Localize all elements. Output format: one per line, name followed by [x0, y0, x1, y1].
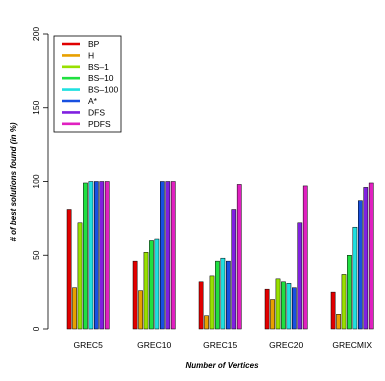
bar-grec20-bp [264, 288, 270, 330]
legend-label: BS–1 [88, 62, 109, 72]
legend-label: A* [88, 96, 98, 106]
bar-grec15-bp [198, 281, 204, 330]
bar-grec10-bs100 [154, 238, 160, 330]
x-tick-label: GREC15 [203, 340, 237, 350]
legend-box [53, 35, 122, 133]
bar-grec5-a [94, 181, 99, 330]
bar-grec15-bs10 [215, 260, 220, 330]
bar-grec5-bs10 [83, 182, 88, 330]
y-axis-title: # of best solutions found (in %) [9, 122, 18, 241]
bar-grec5-pdfs [104, 181, 110, 330]
bar-grecmix-h [336, 314, 341, 330]
legend-label: DFS [88, 107, 105, 117]
bar-grec15-h [204, 315, 209, 330]
bar-grecmix-dfs [363, 187, 369, 330]
y-tick-label: 150 [31, 100, 41, 114]
bar-grec20-dfs [297, 222, 303, 330]
bar-grec15-pdfs [236, 184, 242, 330]
y-tick-label: 0 [31, 326, 41, 331]
bar-grec10-h [138, 290, 143, 330]
y-axis: 0 50 100 150 200 [31, 27, 49, 331]
bar-grec10-bp [132, 260, 138, 330]
x-tick-label: GREC20 [269, 340, 303, 350]
bar-grec5-bs100 [88, 181, 94, 330]
bar-grec10-a [160, 181, 165, 330]
y-tick-label: 50 [31, 250, 41, 260]
bar-grec5-bp [66, 209, 72, 330]
bar-grecmix-bs10 [347, 255, 352, 330]
bar-grec15-bs1 [209, 275, 215, 330]
x-tick-label: GRECMIX [332, 340, 372, 350]
bar-grec10-pdfs [170, 181, 176, 330]
legend-label: BS–10 [88, 73, 114, 83]
bar-grec20-pdfs [302, 185, 308, 330]
bar-grecmix-bs1 [341, 274, 347, 330]
bars [66, 181, 374, 330]
bar-grec5-h [72, 287, 77, 330]
bar-grec5-bs1 [77, 222, 83, 330]
y-tick-label: 200 [31, 27, 41, 41]
bar-grec5-dfs [99, 181, 105, 330]
bar-grec20-bs100 [286, 283, 292, 330]
x-axis-ticks: GREC5 GREC10 GREC15 GREC20 GRECMIX [74, 340, 373, 350]
bar-grecmix-bp [330, 291, 336, 330]
legend-label: BP [88, 39, 100, 49]
bar-grec10-bs10 [149, 240, 154, 330]
x-tick-label: GREC5 [74, 340, 104, 350]
bar-grec20-a [292, 287, 297, 330]
bar-grec15-bs100 [220, 257, 226, 330]
legend-label: H [88, 50, 94, 60]
bar-grec15-dfs [231, 209, 237, 330]
bar-grec20-bs1 [275, 278, 281, 330]
bar-grec15-a [226, 260, 231, 330]
y-tick-label: 100 [31, 174, 41, 188]
bar-grec10-dfs [165, 181, 171, 330]
bar-grecmix-pdfs [368, 182, 374, 330]
x-axis-title: Number of Vertices [185, 361, 259, 370]
x-tick-label: GREC10 [137, 340, 171, 350]
legend-label: PDFS [88, 119, 111, 129]
bar-grec20-bs10 [281, 281, 286, 330]
bar-grecmix-bs100 [352, 226, 358, 330]
bar-grec10-bs1 [143, 252, 149, 330]
bar-grecmix-a [358, 200, 363, 330]
legend-label: BS–100 [88, 85, 119, 95]
bar-grec20-h [270, 299, 275, 330]
